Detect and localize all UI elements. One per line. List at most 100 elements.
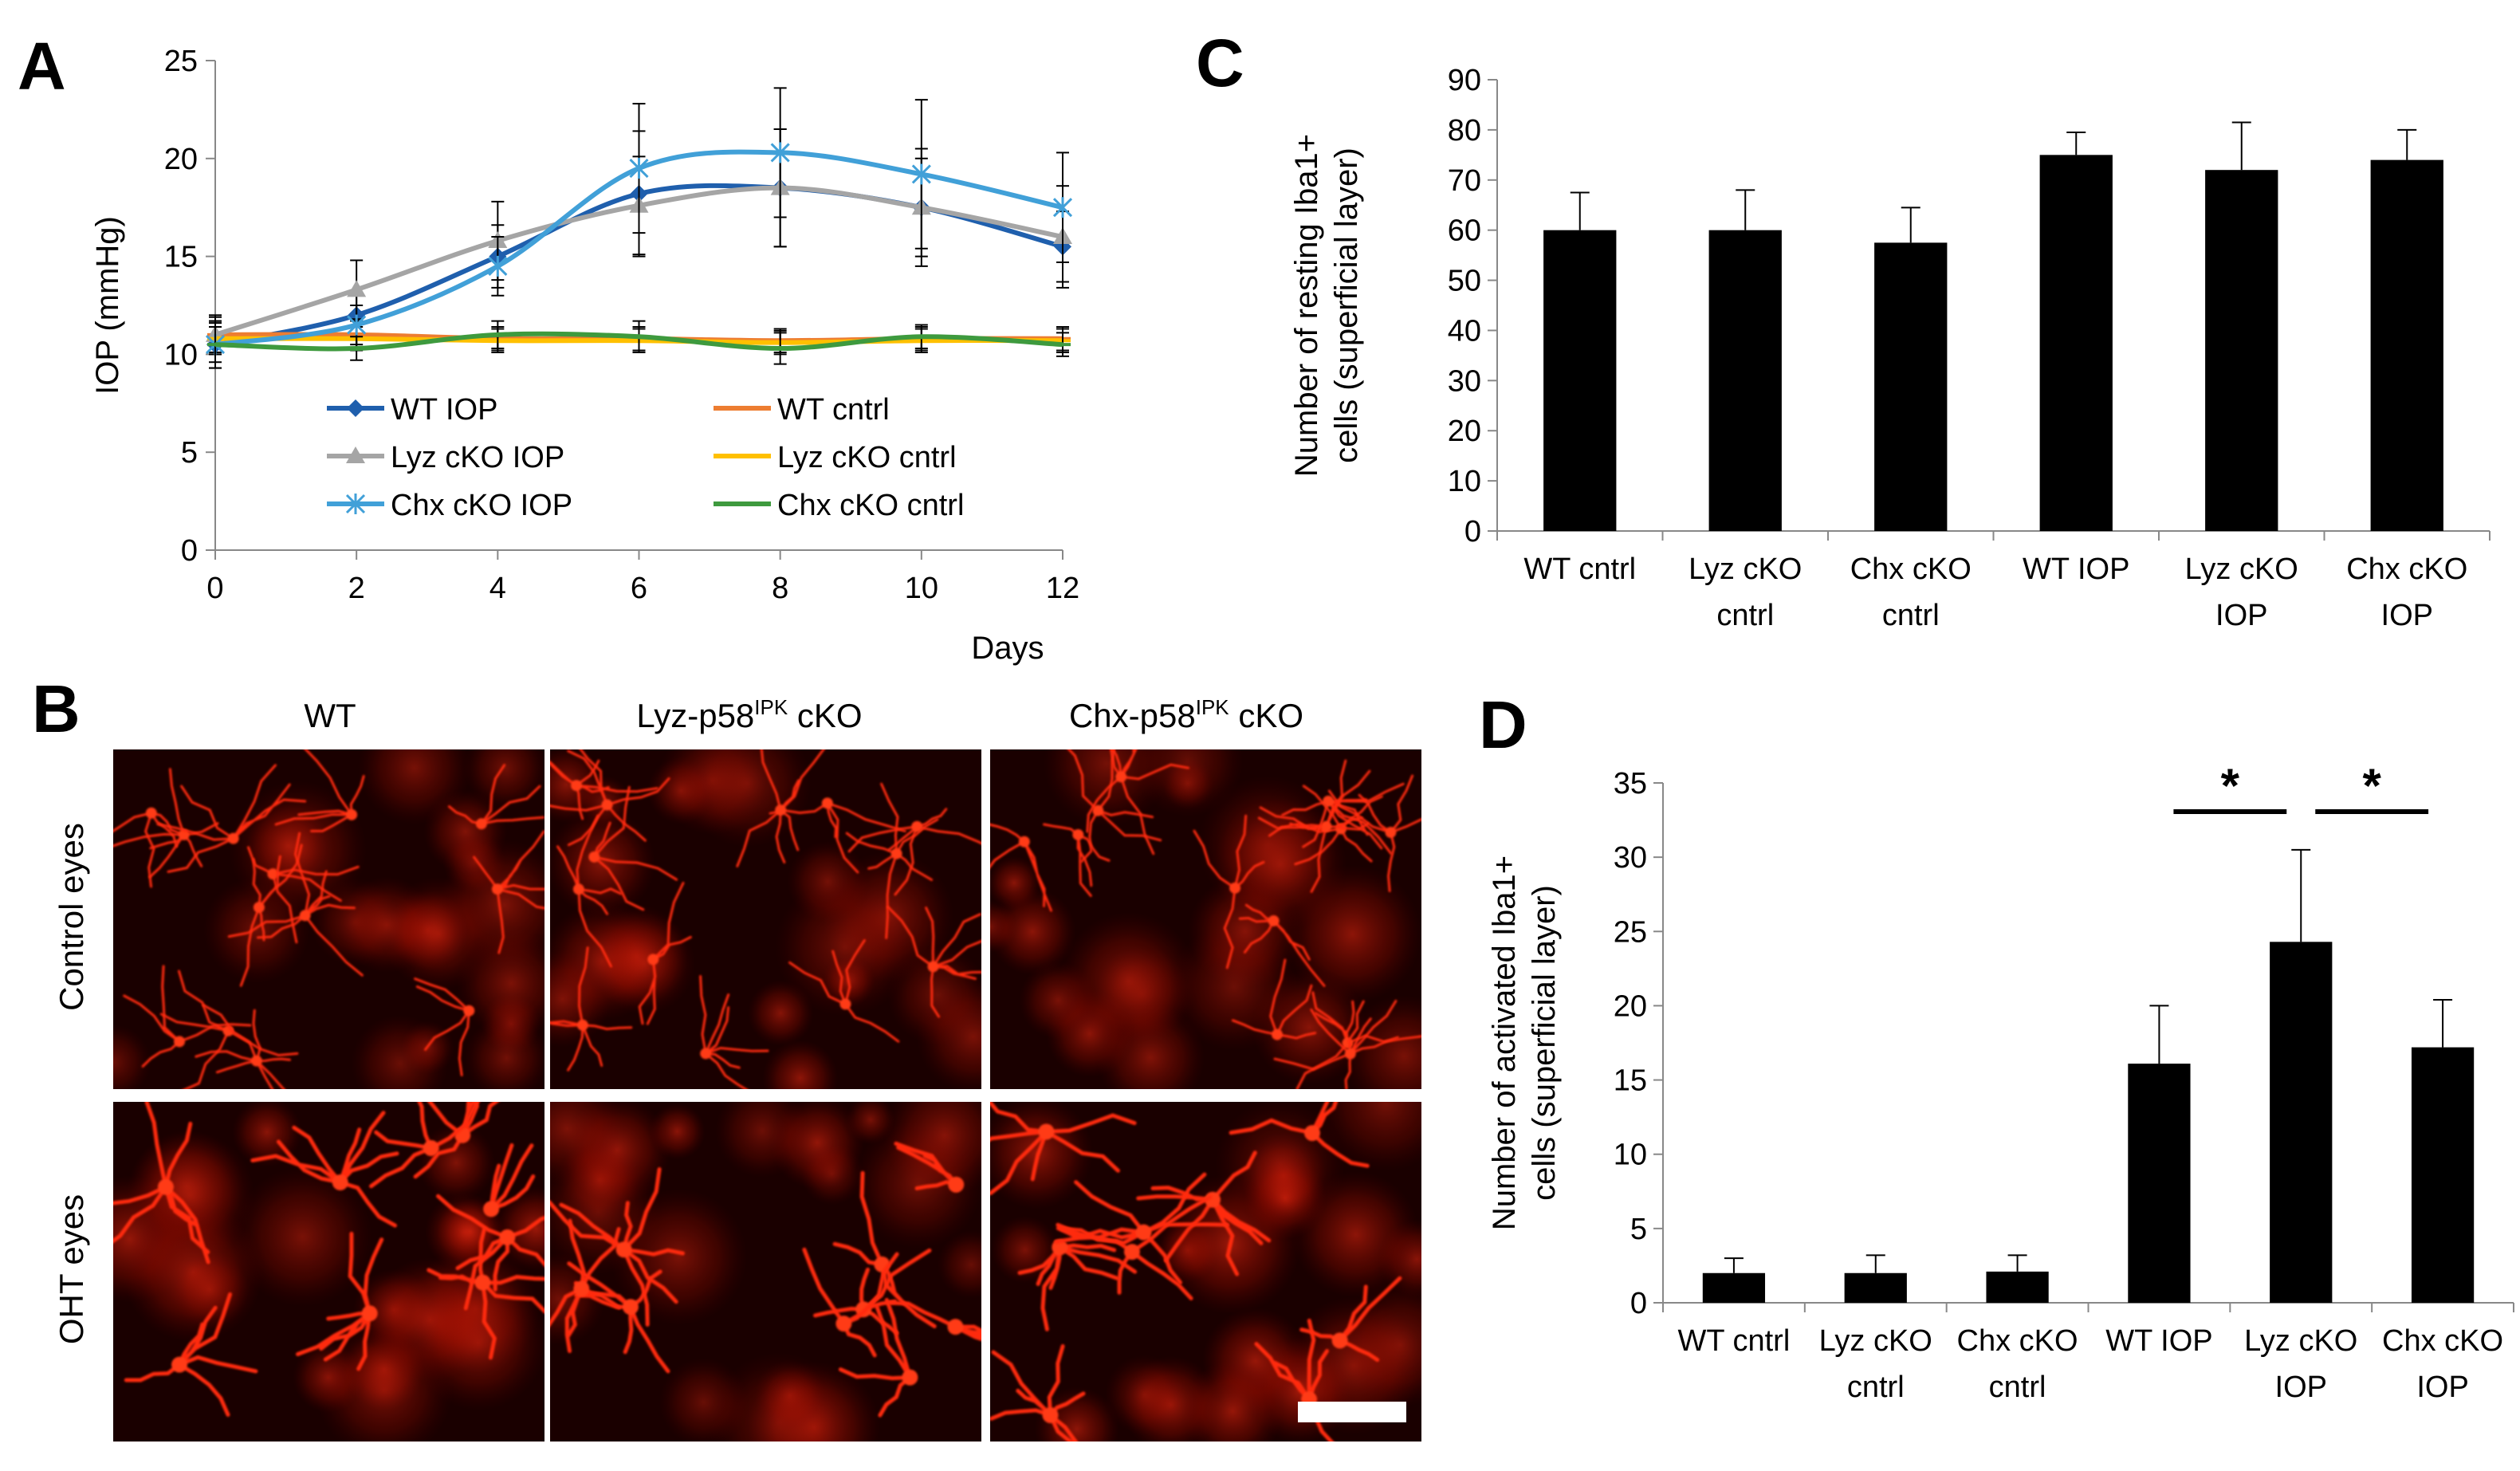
activated-iba1-bar-chart: 0 5 10 15 20 25 30 35 WT cntrl Lyz cKO cntrl Chx cK… bbox=[1487, 759, 2514, 1404]
process bbox=[338, 1111, 386, 1185]
process bbox=[1349, 1000, 1398, 1056]
process bbox=[1109, 749, 1122, 778]
soma bbox=[1320, 820, 1332, 832]
process bbox=[1076, 833, 1111, 862]
process bbox=[628, 1269, 662, 1309]
soma bbox=[775, 804, 787, 816]
soma bbox=[423, 1140, 439, 1157]
process bbox=[622, 1247, 650, 1327]
category-label: WT cntrl bbox=[1523, 553, 1636, 586]
microglia-cell bbox=[788, 938, 900, 1043]
process bbox=[252, 858, 261, 909]
process bbox=[813, 1306, 866, 1318]
glow-blob bbox=[990, 888, 1076, 976]
soma bbox=[615, 1241, 632, 1258]
data-point bbox=[347, 314, 367, 336]
process bbox=[255, 1060, 285, 1089]
y-tick-label: 30 bbox=[1448, 364, 1481, 398]
process bbox=[832, 1241, 884, 1267]
category-label: WT cntrl bbox=[1678, 1324, 1791, 1358]
data-point bbox=[347, 280, 367, 297]
process bbox=[271, 872, 342, 903]
category-label: cntrl bbox=[1989, 1371, 2046, 1404]
process bbox=[144, 1102, 168, 1190]
glow-blob bbox=[203, 876, 310, 984]
soma bbox=[463, 1005, 475, 1017]
soma bbox=[491, 883, 503, 895]
microglia-cell bbox=[113, 1102, 210, 1265]
process bbox=[374, 1130, 434, 1150]
microglia-cell bbox=[473, 830, 544, 954]
bar-lyz-cko-cntrl bbox=[1708, 230, 1782, 531]
process bbox=[884, 1297, 912, 1380]
y-tick-label: 5 bbox=[181, 436, 198, 470]
process bbox=[1310, 1102, 1330, 1135]
process bbox=[651, 882, 685, 961]
process bbox=[113, 1185, 168, 1244]
legend-swatch-marker bbox=[347, 399, 364, 417]
microglia-cell bbox=[550, 759, 659, 820]
process bbox=[429, 1102, 481, 1150]
process bbox=[843, 938, 866, 1005]
process bbox=[1233, 814, 1248, 890]
process bbox=[338, 1151, 399, 1185]
glow-blob bbox=[775, 877, 914, 1017]
panel-a-label: A bbox=[18, 29, 66, 104]
x-tick-label: 12 bbox=[1046, 572, 1079, 605]
microglia-cell bbox=[436, 1194, 544, 1311]
glow-blob bbox=[853, 1119, 981, 1249]
data-point bbox=[770, 142, 790, 163]
process bbox=[622, 1201, 633, 1252]
process bbox=[990, 823, 1026, 844]
process bbox=[1327, 800, 1369, 836]
microglia-cell bbox=[990, 1102, 1137, 1196]
process bbox=[1344, 1052, 1352, 1089]
micrograph-content bbox=[113, 1102, 544, 1442]
soma bbox=[499, 1229, 516, 1245]
process bbox=[581, 1024, 633, 1031]
legend-label: Lyz cKO IOP bbox=[391, 441, 564, 474]
process bbox=[826, 801, 859, 874]
category-label: WT IOP bbox=[2023, 553, 2129, 586]
process bbox=[1311, 991, 1349, 1044]
process bbox=[183, 1029, 230, 1089]
process bbox=[1076, 833, 1092, 897]
process bbox=[143, 812, 155, 888]
y-tick-label: 25 bbox=[164, 45, 198, 78]
panel-c-label: C bbox=[1196, 26, 1244, 100]
soma bbox=[174, 1036, 186, 1048]
process bbox=[932, 939, 981, 968]
scale-bar bbox=[1298, 1402, 1406, 1422]
microglia-cell bbox=[296, 1231, 384, 1371]
process bbox=[239, 906, 261, 987]
process bbox=[622, 1167, 662, 1252]
process bbox=[788, 961, 847, 1005]
micrograph-control-lyz bbox=[550, 749, 981, 1089]
process bbox=[592, 821, 611, 859]
process bbox=[113, 1185, 168, 1206]
data-point bbox=[911, 163, 931, 185]
process bbox=[163, 1185, 210, 1265]
category-label: WT IOP bbox=[2105, 1324, 2212, 1358]
process bbox=[1307, 1349, 1329, 1402]
glow-blob bbox=[647, 757, 715, 824]
legend-label: Lyz cKO cntrl bbox=[777, 441, 957, 474]
microglia-cell bbox=[550, 946, 633, 1072]
glow-blob bbox=[463, 749, 544, 810]
process bbox=[1096, 809, 1162, 842]
soma bbox=[250, 1055, 262, 1067]
process bbox=[841, 1299, 897, 1326]
x-tick-label: 0 bbox=[206, 572, 223, 605]
process bbox=[896, 1145, 958, 1187]
soma bbox=[571, 780, 583, 792]
process bbox=[991, 1350, 1053, 1418]
soma bbox=[332, 1174, 348, 1191]
process bbox=[915, 808, 948, 828]
microglia-cell bbox=[1086, 749, 1189, 855]
process bbox=[831, 950, 847, 1005]
microglia-cell bbox=[227, 832, 364, 977]
microglia-cell bbox=[274, 749, 365, 832]
soma bbox=[601, 799, 613, 811]
process bbox=[1327, 782, 1405, 803]
category-label: Chx cKO bbox=[2346, 553, 2467, 586]
